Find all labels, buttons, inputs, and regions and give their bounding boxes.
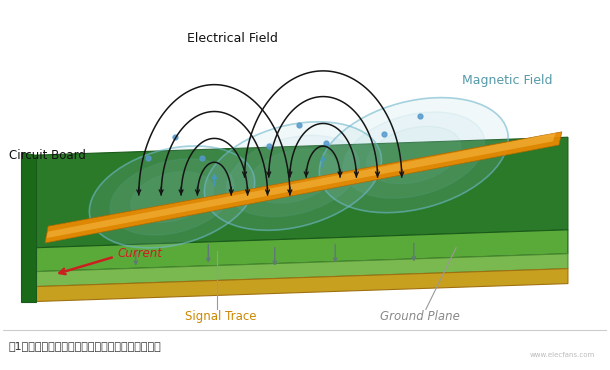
Polygon shape (36, 254, 568, 287)
Text: Ground Plane: Ground Plane (380, 310, 460, 323)
Text: Current: Current (118, 247, 162, 260)
Polygon shape (45, 132, 562, 243)
Ellipse shape (249, 149, 337, 203)
Text: 图1：信号中不断变化的电压和电流会产生电磁场。: 图1：信号中不断变化的电压和电流会产生电磁场。 (9, 341, 162, 351)
Ellipse shape (89, 146, 255, 248)
Ellipse shape (204, 122, 381, 230)
Polygon shape (36, 137, 568, 248)
Ellipse shape (343, 112, 485, 198)
Ellipse shape (367, 127, 461, 184)
Text: Electrical Field: Electrical Field (187, 32, 278, 45)
Polygon shape (36, 230, 568, 272)
Polygon shape (46, 133, 556, 238)
Text: www.elecfans.com: www.elecfans.com (530, 352, 595, 358)
Ellipse shape (226, 135, 359, 217)
Text: Magnetic Field: Magnetic Field (462, 74, 553, 87)
Text: Circuit Board: Circuit Board (9, 149, 85, 162)
Ellipse shape (110, 159, 234, 235)
Polygon shape (21, 152, 36, 302)
Ellipse shape (319, 98, 508, 213)
Polygon shape (36, 269, 568, 302)
Ellipse shape (131, 171, 214, 222)
Text: Signal Trace: Signal Trace (185, 310, 256, 323)
